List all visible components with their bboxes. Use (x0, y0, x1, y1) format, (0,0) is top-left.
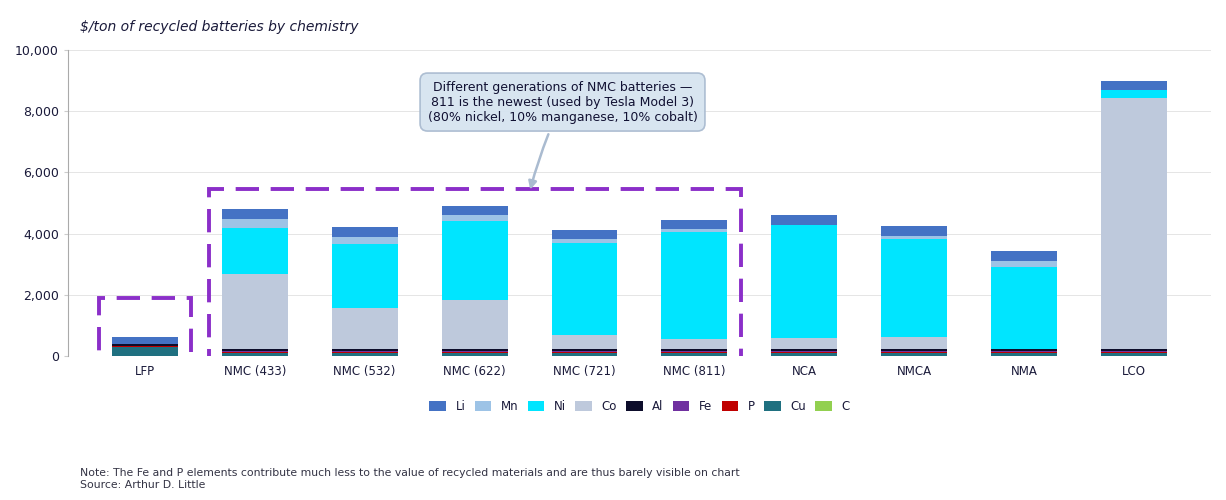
Bar (881, 236, 948, 239)
Bar (441, 353, 508, 356)
Bar (881, 239, 948, 337)
Bar (441, 206, 508, 215)
Bar (991, 266, 1057, 349)
Bar (991, 350, 1057, 352)
Bar (662, 350, 727, 352)
Bar (332, 353, 397, 356)
Bar (332, 350, 397, 352)
Text: $/ton of recycled batteries by chemistry: $/ton of recycled batteries by chemistry (80, 20, 358, 34)
Bar (771, 214, 837, 224)
Bar (222, 228, 288, 274)
Bar (881, 226, 948, 235)
Bar (662, 353, 727, 356)
Bar (332, 308, 397, 350)
Bar (112, 337, 178, 344)
Bar (222, 219, 288, 228)
Bar (881, 353, 948, 356)
Bar (222, 350, 288, 352)
Bar (771, 224, 837, 338)
Bar (222, 274, 288, 349)
Bar (991, 260, 1057, 266)
Bar (552, 350, 618, 352)
Bar (112, 344, 178, 346)
Bar (1101, 350, 1167, 352)
Bar (1101, 353, 1167, 356)
Bar (112, 348, 178, 356)
Bar (441, 300, 508, 350)
Bar (552, 353, 618, 356)
Bar (771, 338, 837, 349)
Bar (662, 339, 727, 349)
Bar (441, 350, 508, 352)
Bar (552, 243, 618, 334)
Bar (552, 334, 618, 349)
Bar (1101, 98, 1167, 349)
Text: Different generations of NMC batteries —
811 is the newest (used by Tesla Model : Different generations of NMC batteries —… (428, 80, 698, 187)
Bar (881, 350, 948, 352)
Bar (771, 353, 837, 356)
Bar (662, 220, 727, 229)
Bar (332, 228, 397, 236)
Bar (662, 229, 727, 232)
Bar (991, 353, 1057, 356)
Text: Note: The Fe and P elements contribute much less to the value of recycled materi: Note: The Fe and P elements contribute m… (80, 468, 739, 490)
Bar (1101, 90, 1167, 98)
Bar (552, 230, 618, 239)
Legend: Li, Mn, Ni, Co, Al, Fe, P, Cu, C: Li, Mn, Ni, Co, Al, Fe, P, Cu, C (424, 395, 855, 417)
Bar (552, 239, 618, 243)
Bar (662, 232, 727, 339)
Bar (441, 215, 508, 220)
Bar (991, 252, 1057, 260)
Bar (222, 210, 288, 219)
Bar (332, 236, 397, 244)
Bar (881, 337, 948, 349)
Bar (771, 350, 837, 352)
Bar (222, 353, 288, 356)
Bar (332, 244, 397, 308)
Bar (441, 220, 508, 300)
Bar (1101, 81, 1167, 90)
